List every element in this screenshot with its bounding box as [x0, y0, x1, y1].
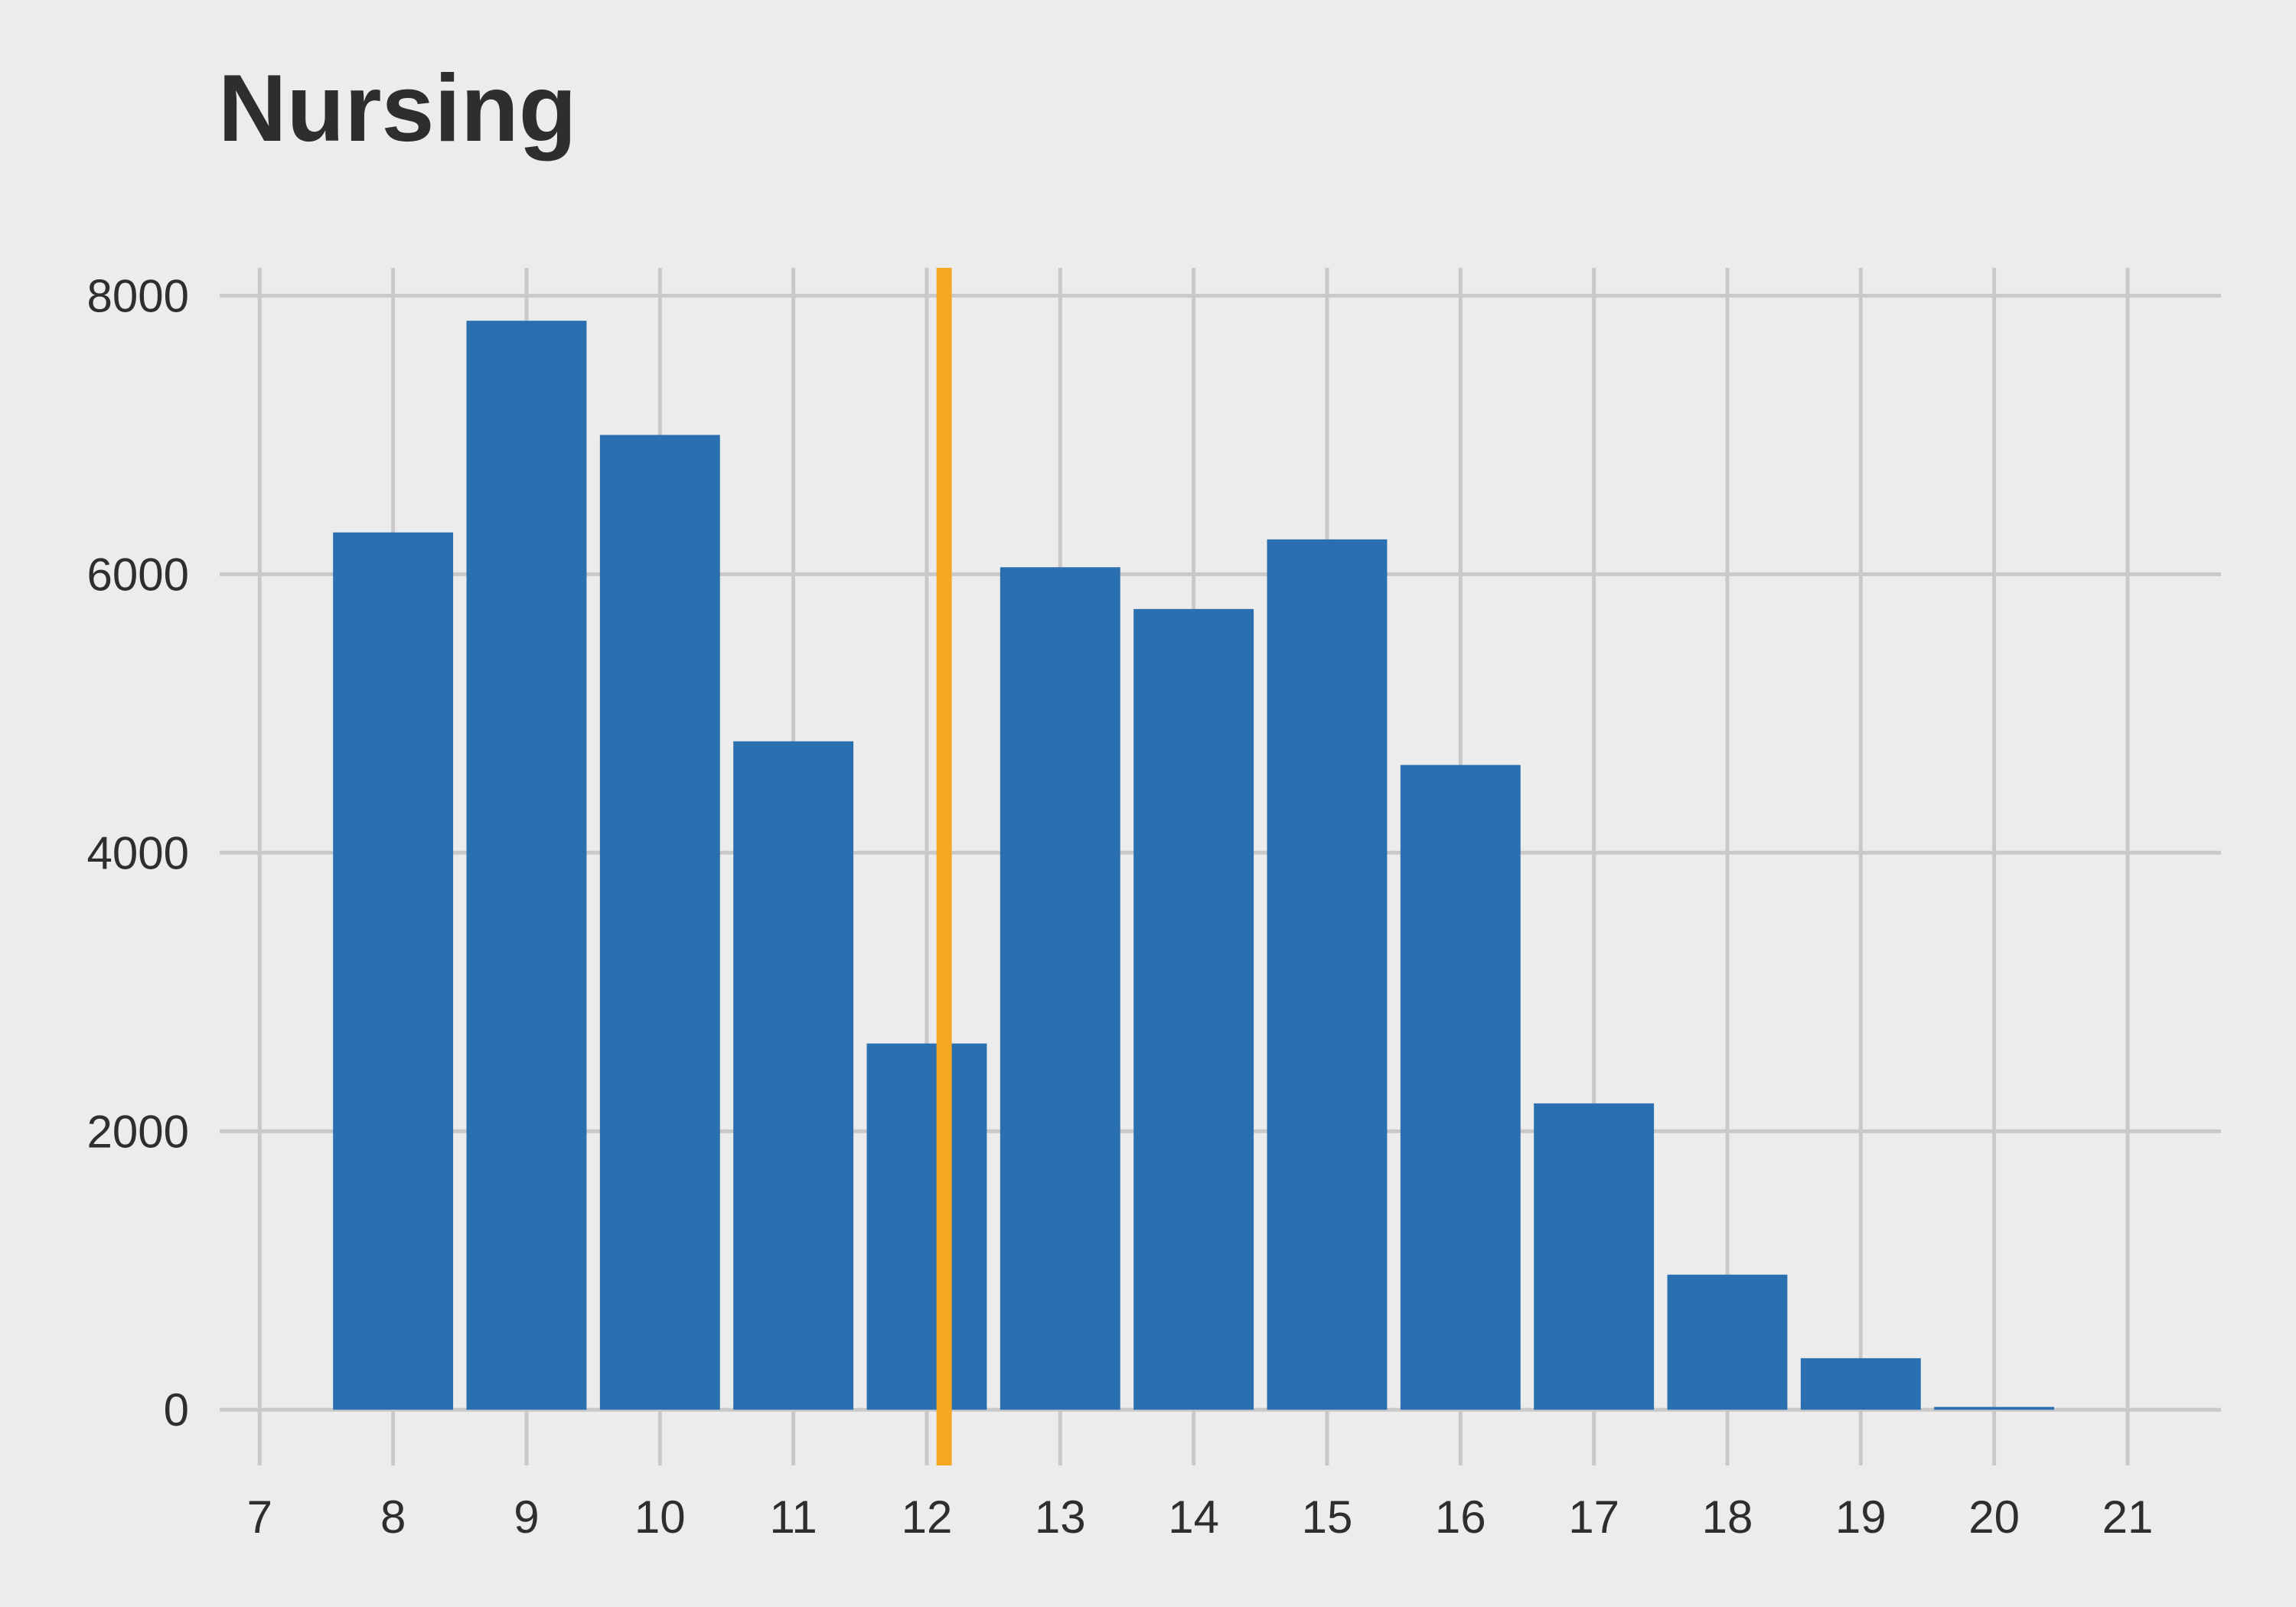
x-tick-label: 21 — [2102, 1491, 2154, 1543]
x-tick-label: 14 — [1168, 1491, 1219, 1543]
y-tick-label: 6000 — [87, 549, 189, 600]
x-tick-label: 11 — [769, 1491, 817, 1543]
x-tick-label: 8 — [380, 1491, 406, 1543]
x-tick-label: 15 — [1302, 1491, 1353, 1543]
y-tick-label: 2000 — [87, 1106, 189, 1157]
y-tick-label: 4000 — [87, 827, 189, 878]
bar-11 — [733, 741, 854, 1410]
x-tick-label: 10 — [634, 1491, 686, 1543]
bar-9 — [466, 321, 587, 1410]
bar-14 — [1133, 608, 1254, 1410]
bar-13 — [1000, 567, 1120, 1410]
y-tick-label: 0 — [164, 1384, 189, 1436]
bar-16 — [1400, 764, 1521, 1410]
bar-10 — [599, 435, 720, 1410]
bar-18 — [1667, 1274, 1788, 1410]
bar-12 — [866, 1043, 987, 1410]
x-tick-label: 18 — [1702, 1491, 1753, 1543]
bar-15 — [1267, 539, 1388, 1410]
bar-8 — [333, 532, 454, 1410]
bar-20 — [1934, 1407, 2055, 1410]
x-tick-label: 17 — [1568, 1491, 1619, 1543]
x-tick-label: 19 — [1835, 1491, 1887, 1543]
chart-title: Nursing — [218, 56, 577, 161]
x-tick-label: 20 — [1968, 1491, 2020, 1543]
x-tick-label: 16 — [1435, 1491, 1486, 1543]
x-tick-label: 12 — [902, 1491, 953, 1543]
y-tick-label: 8000 — [87, 270, 189, 321]
bar-17 — [1534, 1103, 1655, 1410]
x-tick-label: 9 — [514, 1491, 539, 1543]
x-tick-label: 13 — [1035, 1491, 1086, 1543]
bar-19 — [1800, 1358, 1921, 1410]
x-tick-label: 7 — [247, 1491, 272, 1543]
